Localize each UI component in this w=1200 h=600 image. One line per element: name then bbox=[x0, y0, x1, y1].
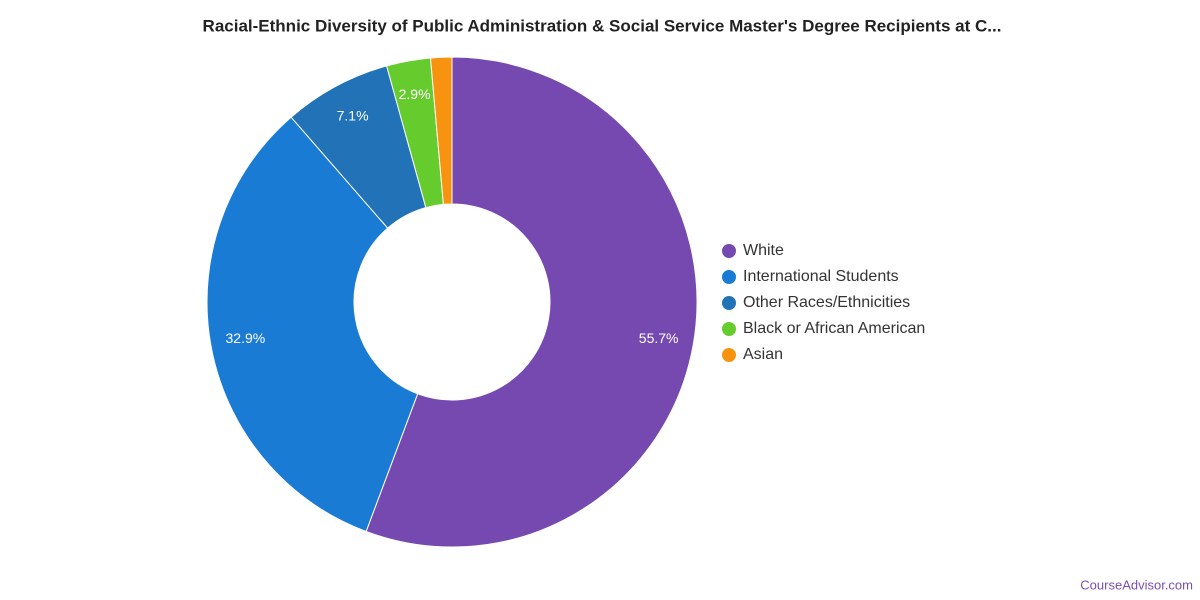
legend-label: Asian bbox=[743, 346, 783, 363]
chart-title: Racial-Ethnic Diversity of Public Admini… bbox=[203, 16, 1002, 35]
legend-label: International Students bbox=[743, 268, 899, 285]
legend-label: White bbox=[743, 242, 784, 259]
legend-marker bbox=[722, 296, 736, 310]
watermark: CourseAdvisor.com bbox=[1080, 577, 1193, 592]
legend-label: Other Races/Ethnicities bbox=[743, 294, 910, 311]
legend-marker bbox=[722, 244, 736, 258]
slice-label: 2.9% bbox=[399, 86, 431, 102]
legend-marker bbox=[722, 270, 736, 284]
slice-label: 7.1% bbox=[337, 108, 369, 124]
donut-slice bbox=[365, 56, 698, 548]
legend-marker bbox=[722, 348, 736, 362]
donut-slice bbox=[429, 56, 453, 205]
legend-label: Black or African American bbox=[743, 320, 925, 337]
slice-label: 55.7% bbox=[639, 330, 679, 346]
slice-label: 32.9% bbox=[226, 330, 266, 346]
donut-slice bbox=[206, 116, 419, 533]
legend-marker bbox=[722, 322, 736, 336]
